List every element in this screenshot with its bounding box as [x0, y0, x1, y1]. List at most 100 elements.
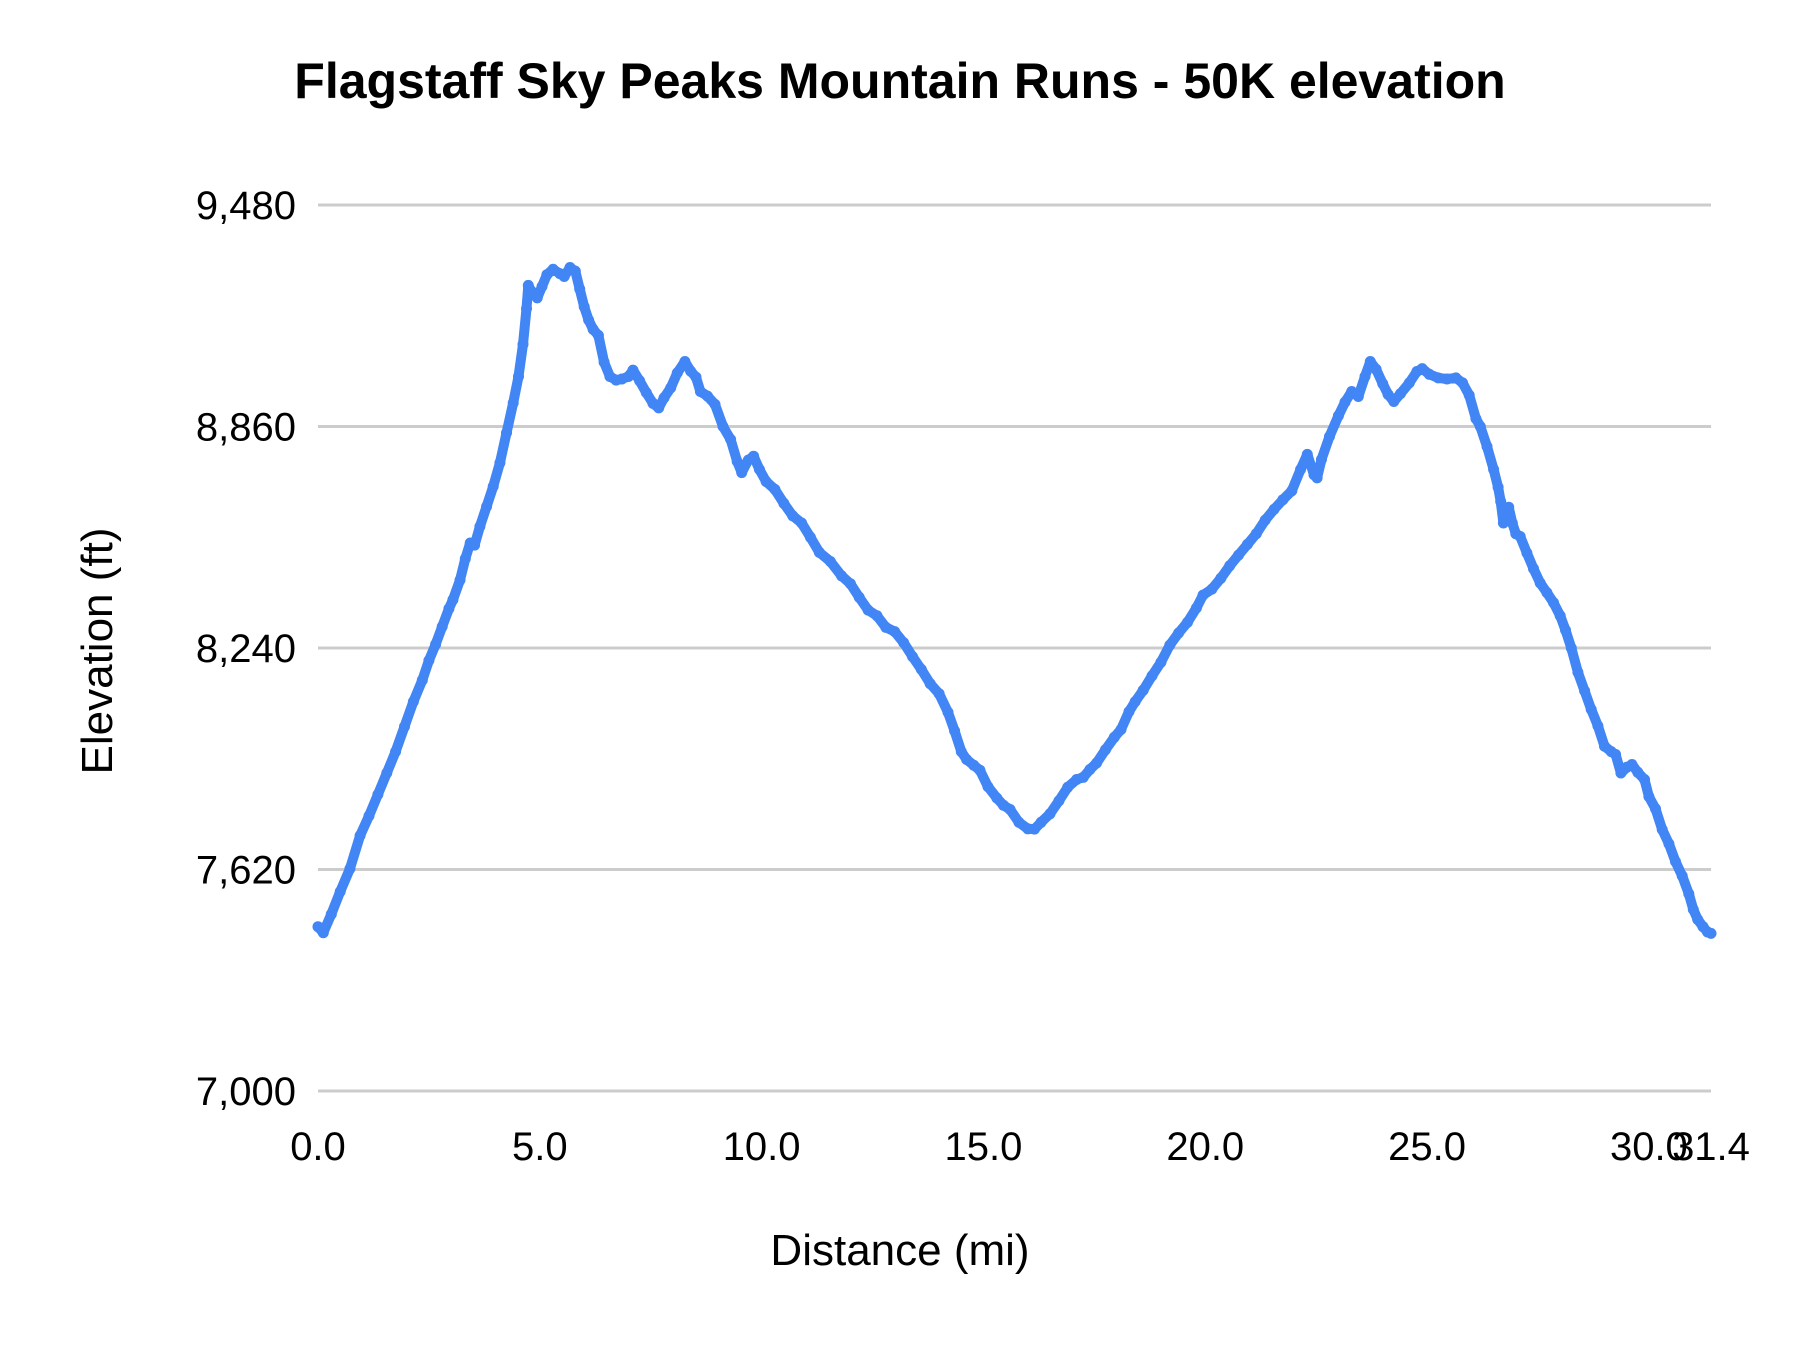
data-point: [1683, 888, 1695, 900]
data-point: [1403, 377, 1415, 389]
data-point: [1687, 904, 1699, 915]
data-point: [1029, 823, 1040, 835]
data-point: [690, 371, 702, 383]
data-point: [430, 638, 442, 650]
data-point: [1108, 731, 1120, 743]
data-point: [748, 450, 760, 462]
data-point: [325, 908, 337, 920]
y-tick-label: 7,620: [196, 849, 296, 893]
data-point: [1099, 744, 1111, 756]
data-point: [1610, 749, 1622, 760]
data-point: [665, 382, 677, 394]
data-point: [640, 387, 652, 399]
data-point: [1488, 463, 1500, 475]
y-tick-label: 8,240: [196, 627, 296, 671]
data-point: [1432, 372, 1444, 384]
data-point: [942, 706, 954, 718]
data-point: [1197, 589, 1209, 601]
data-point: [1481, 441, 1493, 452]
data-point: [1215, 572, 1227, 584]
data-point: [592, 329, 604, 341]
data-point: [844, 578, 856, 590]
data-point: [1224, 560, 1236, 572]
data-point: [898, 637, 910, 649]
data-point: [1676, 870, 1688, 882]
data-point: [501, 427, 512, 439]
data-point: [915, 663, 927, 675]
data-point: [1560, 624, 1571, 636]
data-point: [1656, 824, 1668, 835]
data-point: [1332, 410, 1344, 422]
data-point: [1565, 642, 1577, 654]
data-point: [507, 397, 519, 409]
data-point: [725, 433, 737, 445]
data-point: [717, 421, 729, 432]
data-point: [574, 283, 586, 295]
data-point: [658, 392, 670, 404]
data-point: [1324, 431, 1335, 442]
data-point: [354, 830, 366, 842]
data-point: [1316, 453, 1327, 465]
data-point: [853, 591, 865, 603]
x-tick-label: 25.0: [1388, 1125, 1466, 1169]
data-point: [760, 476, 772, 487]
data-point: [390, 746, 402, 758]
data-point: [1164, 639, 1176, 651]
data-point: [569, 265, 581, 277]
data-point-markers: [312, 262, 1717, 939]
data-point: [1423, 368, 1435, 380]
x-axis-title: Distance (mi): [770, 1226, 1030, 1275]
data-point: [447, 594, 459, 606]
data-point: [1123, 706, 1135, 718]
data-point: [598, 356, 610, 368]
data-point: [1013, 816, 1025, 828]
data-point: [1528, 563, 1539, 575]
data-point: [558, 271, 570, 282]
data-point: [1268, 503, 1280, 515]
data-point: [317, 927, 329, 939]
data-point: [1062, 781, 1074, 793]
data-point: [521, 303, 532, 315]
y-tick-label: 7,000: [196, 1070, 296, 1114]
data-point: [1705, 927, 1717, 939]
data-point: [1457, 377, 1469, 389]
data-point: [416, 674, 428, 686]
data-point: [1503, 501, 1515, 513]
data-point: [1506, 517, 1518, 529]
data-point: [1115, 724, 1127, 735]
data-point: [889, 626, 901, 638]
data-point: [1579, 685, 1591, 697]
data-point: [796, 517, 808, 529]
data-point: [1541, 587, 1553, 599]
data-point: [443, 603, 455, 615]
data-point: [1364, 356, 1376, 367]
data-point: [1514, 531, 1526, 542]
data-point: [1004, 804, 1016, 815]
data-point: [334, 886, 346, 898]
data-point: [1359, 371, 1371, 382]
data-point: [702, 390, 713, 402]
data-point: [517, 338, 529, 350]
data-point: [1301, 448, 1313, 460]
data-point: [1521, 547, 1533, 559]
data-point: [813, 546, 825, 558]
data-point: [423, 655, 435, 666]
data-point: [804, 531, 816, 543]
data-point: [1277, 494, 1289, 506]
data-point: [955, 746, 967, 758]
data-point: [1554, 610, 1566, 622]
data-point: [583, 314, 595, 326]
data-point: [469, 539, 481, 551]
data-point: [536, 281, 548, 292]
data-point: [1206, 583, 1218, 595]
data-point: [1441, 373, 1453, 385]
data-point: [1492, 481, 1504, 493]
data-point: [459, 553, 471, 565]
data-point: [363, 810, 375, 822]
x-tick-label: 5.0: [512, 1125, 568, 1169]
data-point: [671, 367, 683, 379]
data-point: [481, 501, 493, 512]
data-point: [862, 604, 874, 616]
data-point: [454, 574, 466, 586]
